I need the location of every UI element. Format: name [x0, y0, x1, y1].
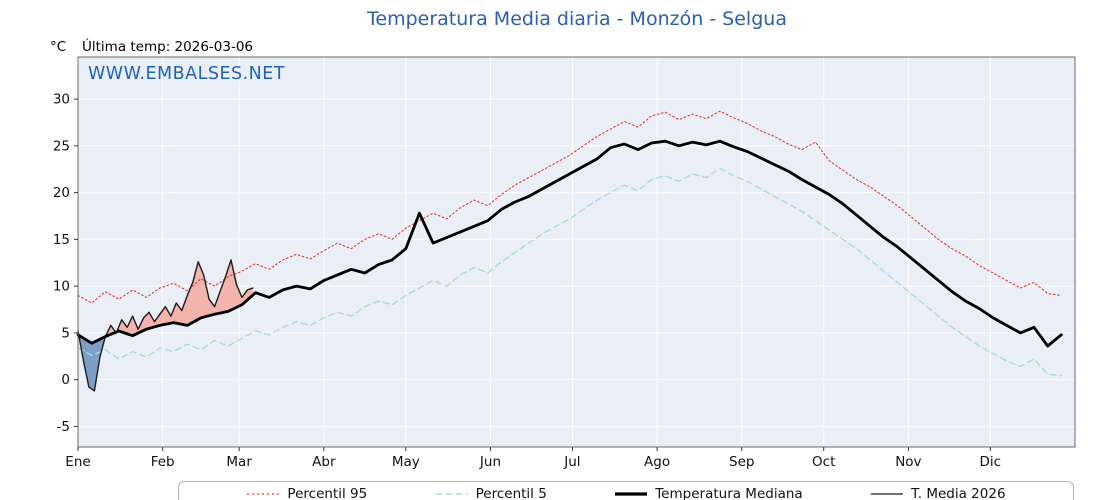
y-tick-label: 15 — [53, 232, 70, 248]
plot-border — [77, 56, 1076, 448]
series-t-media-2026 — [77, 259, 254, 392]
x-tick-label: Sep — [729, 454, 754, 470]
legend-item-percentil-5: Percentil 5 — [435, 487, 547, 500]
x-tick-label: Jul — [563, 454, 580, 470]
watermark: WWW.EMBALSES.NET — [88, 64, 286, 84]
y-tick-label: 0 — [61, 372, 70, 388]
x-tick-label: Jun — [479, 454, 501, 470]
legend-item-percentil-95: Percentil 95 — [246, 487, 367, 500]
page-title: Temperatura Media diaria - Monzón - Selg… — [367, 8, 787, 30]
series-percentil-95 — [77, 110, 1062, 304]
fill-below-median — [78, 335, 106, 391]
y-tick-label: 25 — [53, 138, 70, 154]
series-temperatura-mediana — [76, 139, 1063, 348]
gridlines — [77, 57, 1075, 447]
y-tick-label: 5 — [61, 325, 70, 341]
legend-label: Temperatura Mediana — [655, 486, 803, 500]
x-tick-label: Ene — [65, 454, 90, 470]
y-tick-label: 10 — [53, 279, 70, 295]
legend-label: Percentil 95 — [287, 486, 368, 500]
y-tick-label: 20 — [53, 185, 70, 201]
y-tick-label: 30 — [53, 92, 70, 108]
legend: Percentil 95 Percentil 5 Temperatura Media… — [178, 481, 1074, 500]
x-tick-label: Nov — [895, 454, 921, 470]
x-tick-label: May — [392, 454, 420, 470]
last-temp-label: Última temp: 2026-03-06 — [82, 39, 254, 55]
temperature-chart: -5 0 5 10 15 20 25 30 Ene Feb Mar Abr May Jun Jul Ago Se… — [53, 56, 1076, 470]
x-tick-label: Ago — [644, 454, 670, 470]
x-tick-label: Feb — [151, 454, 175, 470]
y-tick-label: -5 — [57, 419, 70, 435]
fill-above-median — [116, 259, 253, 336]
legend-item-t-media-2026: T. Media 2026 — [870, 486, 1006, 500]
x-tick-label: Abr — [312, 454, 336, 470]
series-percentil-5 — [77, 167, 1062, 377]
fill-above-median — [105, 325, 116, 337]
legend-line-percentil-95-icon — [247, 493, 280, 495]
legend-label: Percentil 5 — [475, 486, 547, 500]
legend-line-temperatura-mediana-icon — [615, 492, 648, 496]
x-tick-label: Mar — [226, 454, 252, 470]
legend-label: T. Media 2026 — [911, 486, 1006, 500]
legend-line-percentil-5-icon — [435, 493, 468, 495]
axes: -5 0 5 10 15 20 25 30 Ene Feb Mar Abr May Jun Jul Ago Se… — [53, 92, 1001, 470]
legend-item-temperatura-mediana: Temperatura Mediana — [614, 486, 803, 500]
plot-background — [78, 57, 1075, 447]
x-tick-label: Dic — [980, 454, 1002, 470]
y-axis-unit-label: °C — [50, 39, 67, 55]
legend-line-t-media-2026-icon — [871, 493, 904, 495]
x-tick-label: Oct — [812, 454, 835, 470]
